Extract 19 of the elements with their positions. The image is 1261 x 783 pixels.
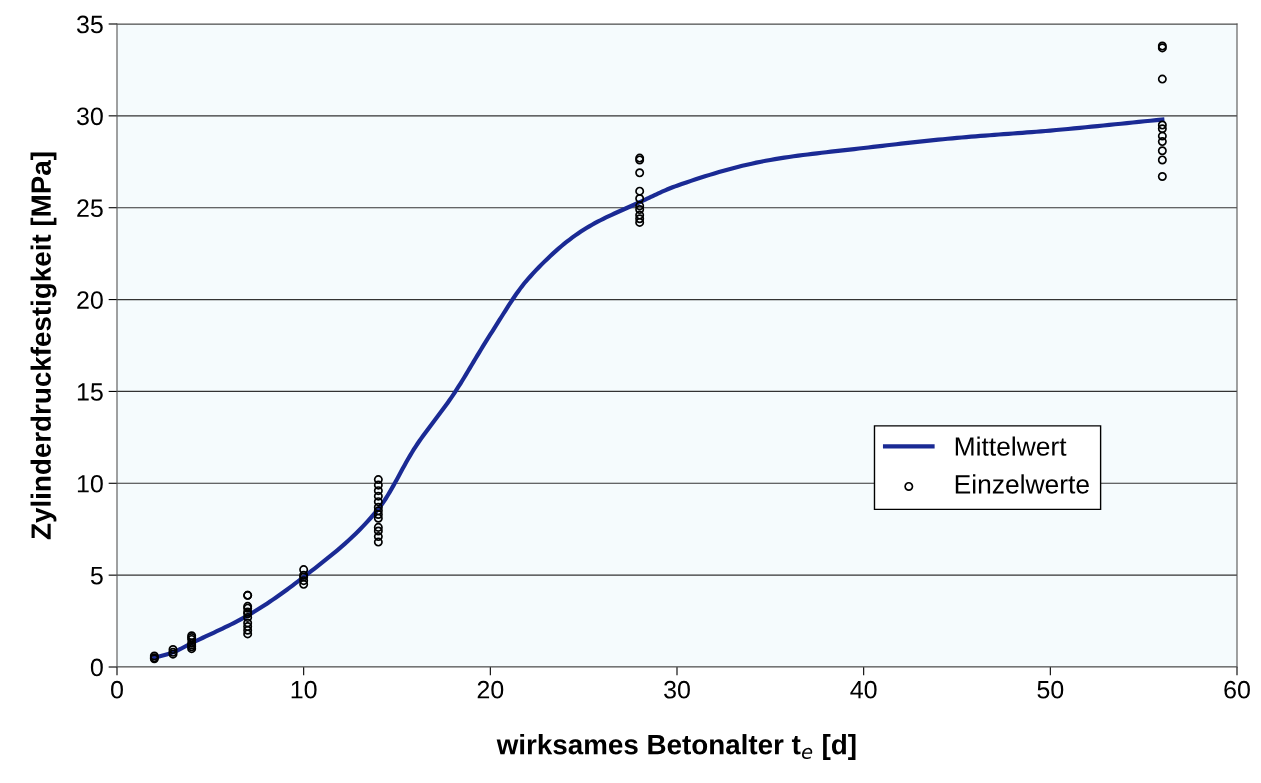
legend-label: Einzelwerte bbox=[955, 474, 1089, 494]
x-tick-label: 0 bbox=[111, 680, 123, 699]
x-tick-label: 60 bbox=[1224, 680, 1250, 699]
x-tick-label: 40 bbox=[850, 680, 877, 699]
x-tick-label: 30 bbox=[664, 680, 690, 699]
y-tick-label: 10 bbox=[77, 474, 103, 493]
y-tick-label: 0 bbox=[90, 658, 103, 677]
y-tick-label: 5 bbox=[90, 567, 103, 585]
x-tick-label: 10 bbox=[291, 680, 317, 699]
y-tick-label: 35 bbox=[76, 15, 103, 34]
y-tick-label: 25 bbox=[77, 199, 103, 218]
legend-label: Mittelwert bbox=[955, 436, 1067, 456]
y-tick-label: 20 bbox=[77, 291, 103, 309]
x-tick-label: 50 bbox=[1037, 680, 1064, 699]
x-tick-label: 20 bbox=[477, 680, 504, 699]
y-tick-label: 15 bbox=[77, 383, 103, 401]
y-axis-title: Zylinderdruckfestigkeit [MPa] bbox=[30, 152, 57, 540]
x-axis-title: wirksames Betonalter t$_{e}$ [d] bbox=[496, 734, 856, 760]
y-tick-label: 30 bbox=[76, 107, 103, 126]
